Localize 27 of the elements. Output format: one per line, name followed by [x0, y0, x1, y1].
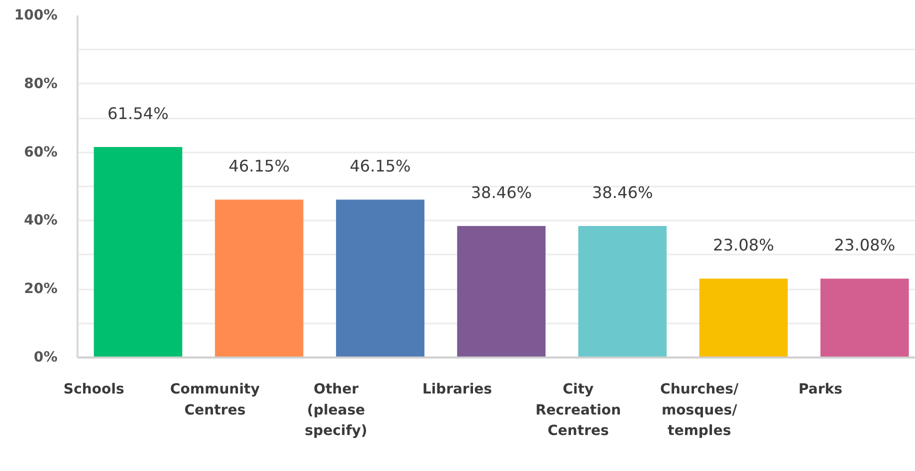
y-tick-label: 100% — [14, 8, 58, 24]
y-tick-label: 40% — [24, 212, 58, 229]
x-tick-label: Libraries — [422, 382, 492, 398]
x-tick-label: Churches/mosques/temples — [660, 382, 740, 440]
data-label: 46.15% — [350, 156, 411, 176]
x-tick-label: City Recreation Centres — [535, 382, 621, 440]
y-tick-label: 0% — [34, 350, 58, 366]
bar — [336, 200, 424, 358]
bar — [457, 226, 546, 358]
bar — [578, 226, 667, 358]
bar — [820, 278, 909, 358]
bar — [214, 200, 304, 358]
y-tick-label: 60% — [24, 144, 58, 160]
y-tick-label: 20% — [24, 281, 58, 298]
data-label: 38.46% — [470, 182, 532, 202]
data-label: 46.15% — [228, 156, 290, 176]
bar — [699, 278, 788, 358]
data-label: 23.08% — [713, 236, 774, 255]
data-label: 23.08% — [834, 236, 896, 255]
x-tick-label: Community Centres — [170, 382, 260, 418]
x-tick-label: Schools — [63, 382, 124, 398]
y-tick-label: 80% — [24, 76, 58, 92]
bar — [94, 147, 182, 358]
data-label: 38.46% — [592, 182, 653, 202]
data-label: 61.54% — [108, 104, 169, 124]
x-tick-label: Other (please specify) — [304, 382, 368, 440]
x-tick-label: Parks — [798, 382, 842, 398]
